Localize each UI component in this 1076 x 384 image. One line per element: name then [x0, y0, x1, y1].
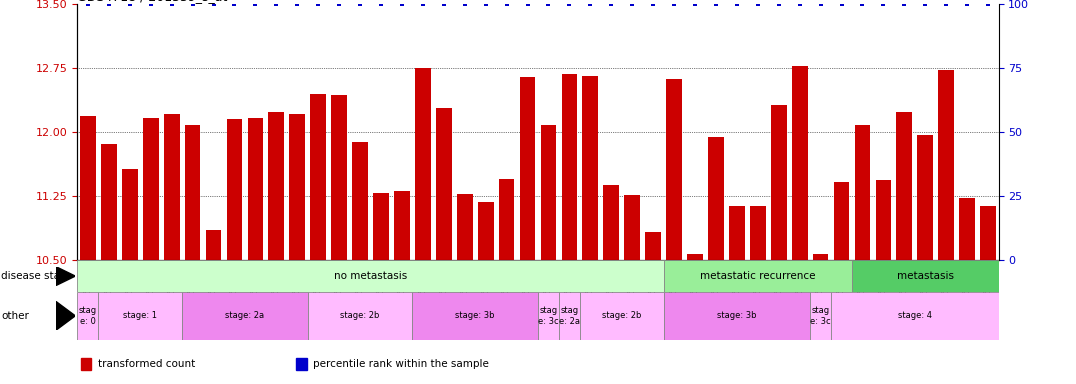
Bar [852, 260, 999, 292]
Bar [812, 253, 829, 260]
Bar [582, 76, 598, 260]
Text: stage: 2b: stage: 2b [340, 311, 380, 320]
Bar [394, 191, 410, 260]
Text: GDS4718 / 201339_s_at: GDS4718 / 201339_s_at [77, 0, 228, 3]
Bar [558, 292, 580, 340]
Text: metastasis: metastasis [896, 271, 953, 281]
Text: transformed count: transformed count [98, 359, 195, 369]
Bar [101, 144, 116, 260]
Bar [164, 114, 180, 260]
Bar [499, 179, 514, 260]
Bar [206, 230, 222, 260]
Bar [415, 68, 430, 260]
Polygon shape [56, 266, 75, 286]
Bar [478, 202, 494, 260]
Text: stage: 1: stage: 1 [124, 311, 157, 320]
Bar [834, 182, 849, 260]
Bar [580, 292, 664, 340]
Bar [227, 119, 242, 260]
Bar [185, 125, 200, 260]
Bar [289, 114, 306, 260]
Bar [980, 207, 996, 260]
Bar [98, 292, 182, 340]
Text: no metastasis: no metastasis [334, 271, 407, 281]
Bar [412, 292, 538, 340]
Text: stage: 3b: stage: 3b [717, 311, 756, 320]
Text: stage: 4: stage: 4 [897, 311, 932, 320]
Bar [624, 195, 640, 260]
Bar [938, 70, 954, 260]
Bar [308, 292, 412, 340]
Bar [143, 118, 158, 260]
Bar [896, 112, 912, 260]
Text: stag
e: 0: stag e: 0 [79, 306, 97, 326]
Bar [730, 205, 745, 260]
Bar [562, 74, 577, 260]
Bar [122, 169, 138, 260]
Text: metastatic recurrence: metastatic recurrence [700, 271, 816, 281]
Bar [664, 260, 852, 292]
Bar [80, 116, 96, 260]
Bar [792, 66, 807, 260]
Bar [666, 79, 682, 260]
Text: stage: 2b: stage: 2b [603, 311, 641, 320]
Bar [331, 95, 346, 260]
Bar [646, 232, 661, 260]
Bar [604, 185, 619, 260]
Text: stage: 2a: stage: 2a [225, 311, 265, 320]
Bar [770, 105, 787, 260]
Text: percentile rank within the sample: percentile rank within the sample [313, 359, 489, 369]
Bar [520, 76, 536, 260]
Bar [457, 194, 472, 260]
Bar [854, 125, 870, 260]
Bar [810, 292, 831, 340]
Bar [664, 292, 810, 340]
Text: other: other [1, 311, 29, 321]
Bar [77, 260, 664, 292]
Bar [77, 292, 98, 340]
Bar [310, 94, 326, 260]
Text: stag
e: 3c: stag e: 3c [538, 306, 558, 326]
Bar [831, 292, 999, 340]
Bar [876, 180, 891, 260]
Bar [540, 125, 556, 260]
Bar [960, 198, 975, 260]
Bar [708, 137, 724, 260]
Bar [688, 253, 703, 260]
Text: stag
e: 3c: stag e: 3c [810, 306, 831, 326]
Text: stage: 3b: stage: 3b [455, 311, 495, 320]
Text: disease state: disease state [1, 271, 71, 281]
Bar [247, 118, 264, 260]
Bar [436, 108, 452, 260]
Polygon shape [56, 301, 75, 330]
Bar [538, 292, 558, 340]
Text: stag
e: 2a: stag e: 2a [558, 306, 580, 326]
Bar [918, 135, 933, 260]
Bar [373, 193, 388, 260]
Bar [750, 205, 766, 260]
Bar [352, 141, 368, 260]
Bar [269, 112, 284, 260]
Bar [182, 292, 308, 340]
